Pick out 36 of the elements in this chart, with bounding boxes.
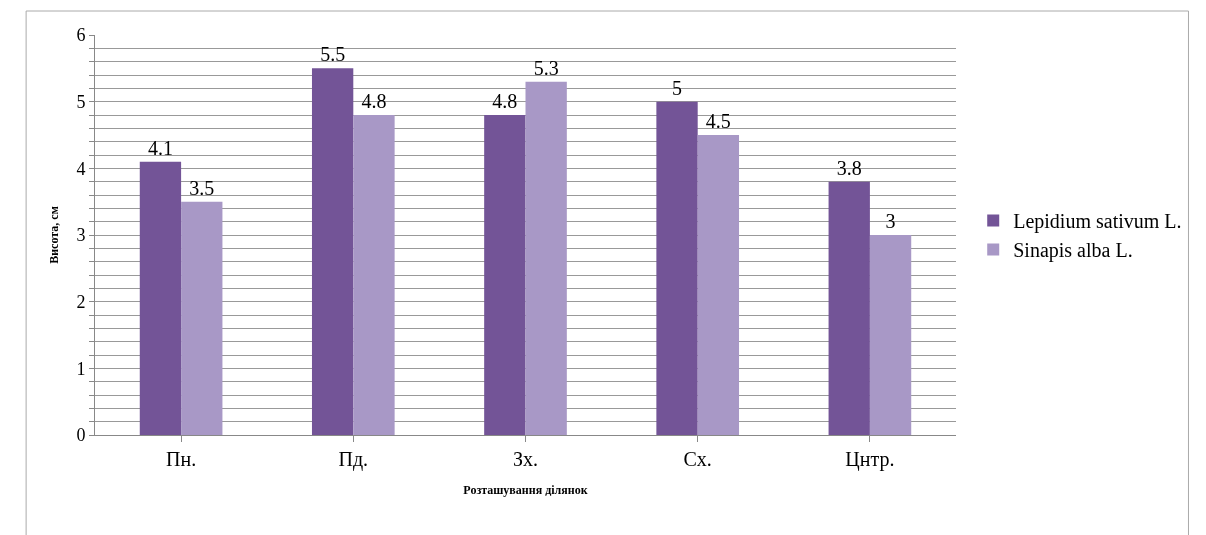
data-label: 4.1 [147, 136, 173, 159]
bar [525, 81, 567, 435]
x-tick-label: Цнтр. [845, 448, 895, 471]
data-label: 3 [885, 210, 896, 232]
bar [697, 135, 740, 435]
y-tick-label: 5 [76, 91, 86, 112]
data-label: 4.5 [705, 110, 731, 132]
x-axis-title: Розташування ділянок [463, 482, 588, 497]
x-tick-label: Пд. [338, 448, 369, 471]
bar [656, 101, 698, 435]
x-tick-label: Пн. [166, 448, 197, 470]
legend-label: Sinapis alba L. [1013, 239, 1133, 263]
y-tick-label: 3 [76, 225, 86, 246]
data-label: 3.8 [836, 156, 862, 179]
x-tick-label: Сх. [683, 448, 712, 470]
bar [139, 161, 182, 435]
data-label: 4.8 [361, 90, 387, 112]
y-tick-label: 0 [76, 425, 86, 446]
bar [484, 115, 526, 435]
y-tick-label: 1 [76, 358, 86, 379]
y-tick-label: 2 [76, 291, 86, 312]
data-label: 5.3 [533, 56, 559, 79]
y-axis-title: Висота, см [46, 206, 61, 264]
data-label: 3.5 [189, 176, 215, 199]
bar [181, 201, 223, 435]
data-label: 5 [672, 76, 683, 99]
x-tick-label: Зх. [512, 448, 539, 470]
y-tick-label: 4 [76, 158, 86, 179]
data-label: 4.8 [492, 90, 518, 112]
legend-label: Lepidium sativum L. [1013, 210, 1182, 234]
y-tick-label: 6 [76, 25, 86, 46]
bar [311, 68, 354, 435]
bar [353, 115, 395, 435]
bar [828, 181, 870, 435]
bar [869, 235, 912, 435]
data-label: 5.5 [320, 43, 346, 66]
